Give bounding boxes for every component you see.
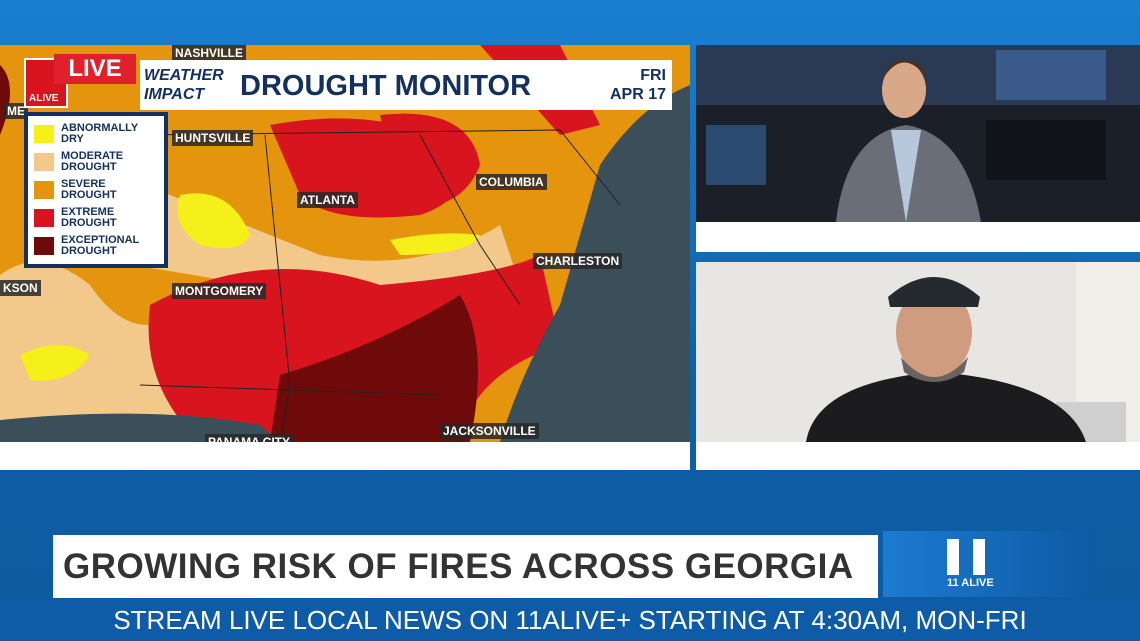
map-title: DROUGHT MONITOR [240, 70, 532, 102]
map-strip [0, 442, 690, 470]
city-label: CHARLESTON [533, 253, 623, 269]
lower-third: GROWING RISK OF FIRES ACROSS GEORGIA [53, 535, 878, 598]
city-label: MONTGOMERY [172, 283, 267, 299]
live-badge: LIVE [54, 54, 136, 84]
news-ticker: STREAM LIVE LOCAL NEWS ON 11ALIVE+ START… [0, 600, 1140, 641]
anchor-video [696, 45, 1140, 222]
legend-item: ABNORMALLY DRY [34, 120, 158, 148]
segment-logo: WEATHER IMPACT [144, 67, 224, 103]
city-label: ATLANTA [297, 192, 358, 208]
city-label: COLUMBIA [476, 174, 547, 190]
headline: GROWING RISK OF FIRES ACROSS GEORGIA [63, 547, 854, 586]
station-logo-bug: 11 ALIVE [883, 531, 1093, 597]
video-strip [696, 442, 1140, 470]
city-label: HUNTSVILLE [172, 130, 254, 146]
legend-item: EXTREME DROUGHT [34, 204, 158, 232]
video-strip [696, 222, 1140, 252]
map-header: WEATHER IMPACT DROUGHT MONITOR FRI APR 17 [140, 60, 672, 110]
drought-map: NASHVILLE HUNTSVILLE ATLANTA COLUMBIA CH… [0, 45, 690, 442]
guest-video [696, 262, 1140, 442]
legend-item: EXCEPTIONAL DROUGHT [34, 232, 158, 260]
city-label: PANAMA CITY [205, 434, 293, 442]
city-label: JACKSONVILLE [440, 423, 539, 439]
city-label: NASHVILLE [172, 45, 247, 61]
city-label: KSON [0, 280, 41, 296]
city-label: ME [4, 103, 28, 119]
map-date: FRI APR 17 [609, 67, 666, 103]
legend-item: MODERATE DROUGHT [34, 148, 158, 176]
map-legend: ABNORMALLY DRY MODERATE DROUGHT SEVERE D… [24, 112, 168, 268]
legend-item: SEVERE DROUGHT [34, 176, 158, 204]
